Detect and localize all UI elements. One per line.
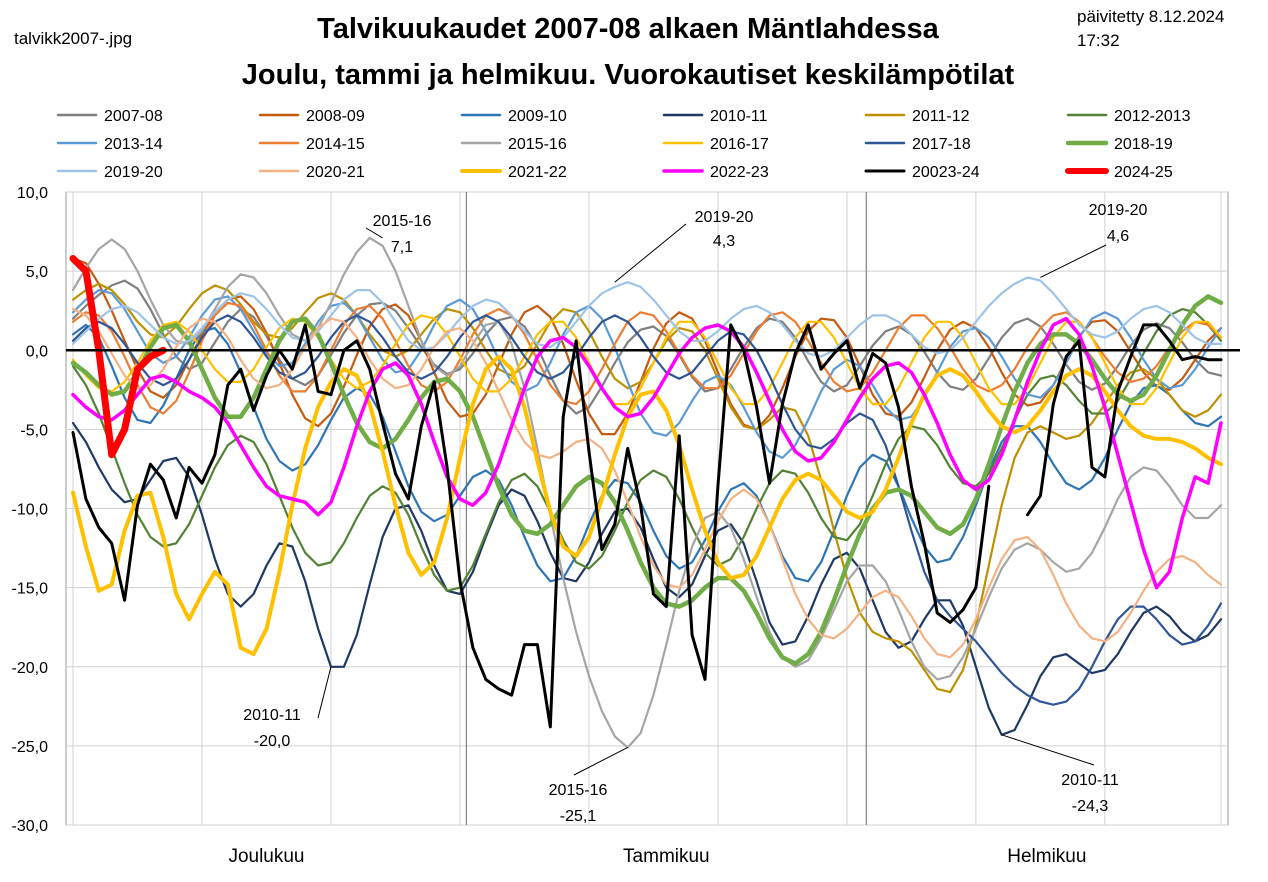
legend-label: 2009-10 (508, 108, 567, 125)
series-layer (69, 236, 1224, 749)
legend-label: 2019-20 (104, 164, 163, 181)
y-tick-label: 0,0 (26, 343, 48, 360)
annotation-value: 7,1 (391, 239, 413, 256)
annotation-label: 2015-16 (549, 782, 608, 799)
annotation-label: 2010-11 (243, 707, 301, 724)
legend-label: 2022-23 (710, 164, 769, 181)
legend-label: 2018-19 (1114, 136, 1173, 153)
legend-label: 2017-18 (912, 136, 971, 153)
annotations: 2015-16 7,1 2019-20 4,3 2019-20 4,6 2010-11 -20… (243, 202, 1147, 825)
updated-label: päivitetty 8.12.2024 (1077, 7, 1224, 26)
file-name-label: talvikk2007-.jpg (14, 29, 132, 48)
annotation-label: 2015-16 (373, 213, 432, 230)
legend-label: 2012-2013 (1114, 108, 1191, 125)
y-tick-label: -15,0 (12, 581, 49, 598)
series-line (71, 323, 1223, 583)
month-label: Joulukuu (228, 846, 304, 867)
annotation-label: 2010-11 (1061, 772, 1119, 789)
month-axis: Joulukuu Tammikuu Helmikuu (228, 846, 1086, 867)
legend-label: 2011-12 (912, 108, 970, 125)
series-line (70, 294, 1224, 666)
annotation-leader (1040, 244, 1107, 278)
legend-label: 2016-17 (710, 136, 769, 153)
y-axis: 10,0 5,0 0,0 -5,0 -10,0 -15,0 -20,0 -25,0 -30,0 (12, 185, 49, 835)
annotation-leader (317, 666, 332, 719)
series-line (71, 276, 1223, 358)
legend: 2007-08 2008-09 2009-10 2010-11 2011-12 2012-… (56, 108, 1191, 181)
legend-label: 2013-14 (104, 136, 163, 153)
legend-label: 2020-21 (306, 164, 365, 181)
series-line (71, 354, 1223, 657)
y-tick-label: -30,0 (12, 818, 49, 835)
month-label: Tammikuu (623, 846, 710, 867)
annotation-leader (573, 747, 628, 776)
y-tick-label: 5,0 (26, 264, 48, 281)
updated-time: 17:32 (1077, 31, 1120, 50)
series-line (71, 282, 1223, 694)
legend-label: 2014-15 (306, 136, 365, 153)
y-tick-label: -25,0 (12, 739, 49, 756)
annotation-leader (1001, 734, 1095, 766)
grid (65, 191, 1229, 826)
legend-label: 2010-11 (710, 108, 768, 125)
annotation-label: 2019-20 (1089, 202, 1148, 219)
annotation-value: -25,1 (560, 808, 597, 825)
month-label: Helmikuu (1007, 846, 1086, 867)
annotation-leader (614, 223, 687, 283)
annotation-label: 2019-20 (695, 209, 754, 226)
annotation-value: 4,6 (1107, 228, 1129, 245)
series-line (71, 301, 1223, 415)
series-line (71, 308, 1223, 659)
series-line (71, 236, 1223, 749)
y-tick-label: 10,0 (17, 185, 48, 202)
series-line (69, 255, 167, 459)
annotation-value: 4,3 (713, 233, 735, 250)
y-tick-label: -20,0 (12, 660, 49, 677)
y-tick-label: -10,0 (12, 502, 49, 519)
annotation-value: -20,0 (254, 733, 291, 750)
legend-label: 2015-16 (508, 136, 567, 153)
y-tick-label: -5,0 (20, 422, 48, 439)
series-line (71, 316, 1223, 590)
annotation-leader (365, 227, 383, 239)
series-line (71, 257, 1223, 436)
series-line (71, 308, 1223, 592)
legend-label: 2021-22 (508, 164, 567, 181)
legend-label: 2007-08 (104, 108, 163, 125)
series-line (71, 314, 1223, 706)
chart-title: Talvikuukaudet 2007-08 alkaen Mäntlahdes… (317, 13, 940, 45)
chart-subtitle: Joulu, tammi ja helmikuu. Vuorokautiset … (242, 59, 1015, 91)
legend-label: 2024-25 (1114, 164, 1173, 181)
legend-label: 2008-09 (306, 108, 365, 125)
legend-label: 20023-24 (912, 164, 980, 181)
annotation-value: -24,3 (1072, 798, 1109, 815)
